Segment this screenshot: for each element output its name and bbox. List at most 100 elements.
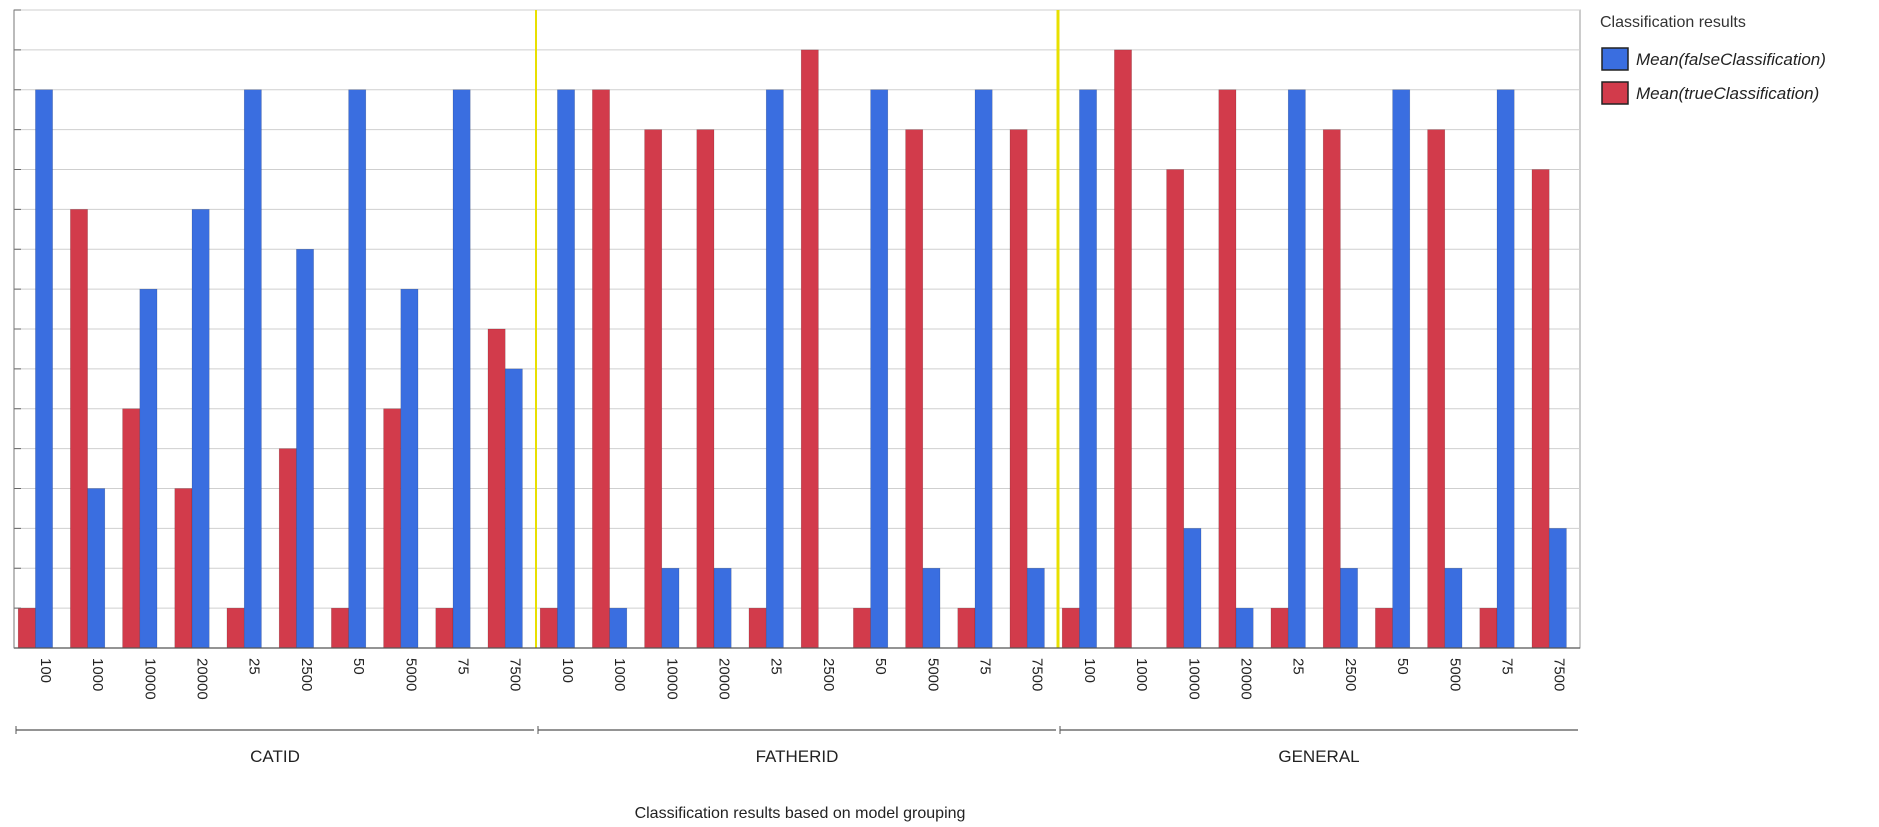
bar [243,89,262,649]
axes [13,9,1580,649]
group-label: FATHERID [756,747,839,766]
bar [278,448,297,649]
bar [487,328,506,649]
bar [1235,607,1254,649]
bar [748,607,767,649]
bar [1444,568,1463,649]
bar [1114,49,1132,649]
legend-label: Mean(trueClassification) [1636,84,1819,103]
bar [1218,89,1237,649]
legend-swatch [1601,81,1629,105]
bar [400,288,419,649]
x-tick-label: 75 [977,658,994,675]
x-tick-label: 25 [246,658,263,675]
bar [1496,89,1515,649]
x-tick-label: 2500 [1342,658,1359,691]
bar [452,89,471,649]
bar [174,488,193,649]
x-tick-label: 25 [1290,658,1307,675]
bar [1375,607,1393,649]
bar [35,89,53,649]
bar [1026,568,1045,649]
x-tick-label: 100 [559,658,576,683]
bar [870,89,889,649]
bar [1392,89,1411,649]
bar [139,288,158,649]
x-tick-label: 20000 [194,658,211,700]
legend-swatch [1601,47,1629,71]
x-tick-label: 50 [872,658,889,675]
bar [1531,169,1550,649]
bar [905,129,924,649]
bar [1183,528,1202,649]
bar [348,89,367,649]
x-tick-label: 5000 [924,658,941,691]
bar [1061,607,1080,649]
x-tick-label: 2500 [298,658,315,691]
bar [1287,89,1306,649]
grid-lines [13,9,1581,649]
bar [1009,129,1028,649]
legend: Classification results Mean(falseClassif… [1600,14,1826,105]
bar [853,607,871,649]
bar [922,568,941,649]
bars [17,49,1567,649]
bar [1427,129,1446,649]
x-tick-label: 1000 [1133,658,1150,691]
x-tick-label: 7500 [1029,658,1046,691]
bar [974,89,993,649]
x-tick-label: 50 [1394,658,1411,675]
bar [1548,528,1567,649]
bar [539,607,558,649]
bar [765,89,784,649]
bar [1270,607,1289,649]
group-labels: CATID FATHERID GENERAL [15,726,1578,766]
bar [1479,607,1498,649]
bar [191,209,210,649]
bar [557,89,575,649]
bar [17,607,36,649]
bar [1322,129,1341,649]
legend-label: Mean(falseClassification) [1636,50,1826,69]
x-tick-label: 7500 [1551,658,1568,691]
x-tick-label: 2500 [820,658,837,691]
x-tick-label: 50 [350,658,367,675]
x-tick-label: 1000 [89,658,106,691]
x-tick-label: 25 [768,658,785,675]
bar [383,408,402,649]
bar [504,368,523,649]
x-tick-label: 100 [1081,658,1098,683]
x-tick-label: 20000 [716,658,733,700]
x-tick-label: 1000 [611,658,628,691]
bar [70,209,88,649]
x-tick-label: 75 [1499,658,1516,675]
legend-title: Classification results [1600,14,1746,31]
bar [296,249,314,649]
bar [800,49,819,649]
x-tick-label: 7500 [507,658,524,691]
bar [87,488,106,649]
bar [226,607,245,649]
group-separators [535,10,1060,648]
x-tick-label: 100 [37,658,54,683]
bar [1079,89,1097,649]
bar [713,568,732,649]
x-tick-label: 10000 [141,658,158,700]
bar [609,607,628,649]
bar [696,129,715,649]
bar [644,129,663,649]
bar [435,607,454,649]
group-label: CATID [250,747,300,766]
bar [122,408,141,649]
x-tick-label: 20000 [1238,658,1255,700]
bar [1340,568,1358,649]
x-tick-label: 10000 [1185,658,1202,700]
x-tick-label: 10000 [663,658,680,700]
group-label: GENERAL [1278,747,1359,766]
bar [592,89,610,649]
bar [331,607,349,649]
x-tick-label: 75 [455,658,472,675]
x-tick-label: 5000 [402,658,419,691]
bar [661,568,680,649]
